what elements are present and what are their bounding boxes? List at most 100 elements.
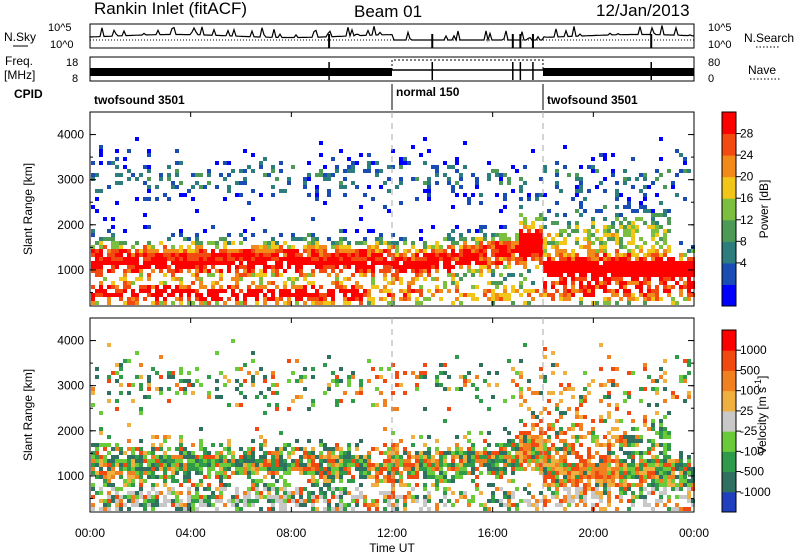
heatmap-cell [475, 285, 479, 289]
heatmap-cell [523, 467, 527, 471]
heatmap-cell [507, 177, 511, 181]
heatmap-cell [95, 253, 99, 257]
heatmap-cell [323, 249, 327, 253]
heatmap-cell [339, 241, 343, 245]
heatmap-cell [639, 205, 643, 209]
heatmap-cell [135, 491, 139, 495]
heatmap-cell [323, 459, 327, 463]
heatmap-cell [335, 253, 339, 257]
heatmap-cell [191, 257, 195, 261]
heatmap-cell [103, 463, 107, 467]
heatmap-cell [95, 301, 99, 305]
heatmap-cell [327, 237, 331, 241]
heatmap-cell [591, 503, 595, 507]
heatmap-cell [107, 249, 111, 253]
heatmap-cell [627, 205, 631, 209]
heatmap-cell [527, 431, 531, 435]
heatmap-cell [691, 281, 695, 285]
heatmap-cell [535, 507, 539, 511]
heatmap-cell [235, 269, 239, 273]
heatmap-cell [591, 233, 595, 237]
heatmap-cell [143, 495, 147, 499]
heatmap-cell [107, 463, 111, 467]
heatmap-cell [455, 447, 459, 451]
heatmap-cell [127, 423, 131, 427]
heatmap-cell [199, 185, 203, 189]
heatmap-cell [527, 289, 531, 293]
heatmap-cell [323, 479, 327, 483]
heatmap-cell [291, 293, 295, 297]
heatmap-cell [295, 289, 299, 293]
heatmap-cell [679, 289, 683, 293]
heatmap-cell [531, 249, 535, 253]
heatmap-cell [99, 471, 103, 475]
heatmap-cell [667, 257, 671, 261]
heatmap-cell [495, 281, 499, 285]
heatmap-cell [335, 475, 339, 479]
heatmap-cell [559, 503, 563, 507]
heatmap-cell [251, 281, 255, 285]
heatmap-cell [591, 269, 595, 273]
heatmap-cell [199, 281, 203, 285]
heatmap-cell [671, 467, 675, 471]
heatmap-cell [115, 447, 119, 451]
heatmap-cell [603, 383, 607, 387]
heatmap-cell [255, 499, 259, 503]
heatmap-cell [291, 261, 295, 265]
heatmap-cell [667, 269, 671, 273]
heatmap-cell [307, 193, 311, 197]
heatmap-cell [471, 443, 475, 447]
heatmap-cell [651, 443, 655, 447]
heatmap-cell [471, 193, 475, 197]
heatmap-cell [339, 281, 343, 285]
heatmap-cell [235, 249, 239, 253]
heatmap-cell [415, 297, 419, 301]
heatmap-cell [267, 507, 271, 511]
heatmap-cell [391, 233, 395, 237]
heatmap-cell [603, 205, 607, 209]
heatmap-cell [171, 293, 175, 297]
freq-trace [90, 59, 694, 80]
heatmap-cell [235, 367, 239, 371]
heatmap-cell [671, 483, 675, 487]
heatmap-cell [207, 395, 211, 399]
heatmap-cell [387, 467, 391, 471]
heatmap-cell [599, 419, 603, 423]
heatmap-cell [335, 503, 339, 507]
heatmap-cell [663, 237, 667, 241]
heatmap-cell [195, 455, 199, 459]
heatmap-cell [627, 301, 631, 305]
heatmap-cell [411, 455, 415, 459]
heatmap-cell [579, 491, 583, 495]
heatmap-cell [115, 471, 119, 475]
heatmap-cell [579, 273, 583, 277]
heatmap-cell [375, 249, 379, 253]
heatmap-cell [219, 297, 223, 301]
heatmap-cell [579, 459, 583, 463]
heatmap-cell [691, 249, 695, 253]
heatmap-cell [463, 471, 467, 475]
heatmap-cell [459, 249, 463, 253]
heatmap-cell [367, 359, 371, 363]
heatmap-cell [311, 253, 315, 257]
heatmap-cell [559, 293, 563, 297]
heatmap-cell [423, 463, 427, 467]
heatmap-cell [271, 265, 275, 269]
heatmap-cell [607, 261, 611, 265]
heatmap-cell [591, 249, 595, 253]
heatmap-cell [599, 273, 603, 277]
heatmap-cell [451, 237, 455, 241]
heatmap-cell [159, 375, 163, 379]
heatmap-cell [483, 379, 487, 383]
heatmap-cell [235, 277, 239, 281]
heatmap-cell [575, 423, 579, 427]
heatmap-cell [219, 261, 223, 265]
heatmap-cell [367, 463, 371, 467]
heatmap-cell [667, 249, 671, 253]
heatmap-cell [271, 257, 275, 261]
heatmap-cell [287, 451, 291, 455]
heatmap-cell [639, 217, 643, 221]
heatmap-cell [91, 161, 95, 165]
heatmap-cell [387, 495, 391, 499]
heatmap-cell [563, 165, 567, 169]
